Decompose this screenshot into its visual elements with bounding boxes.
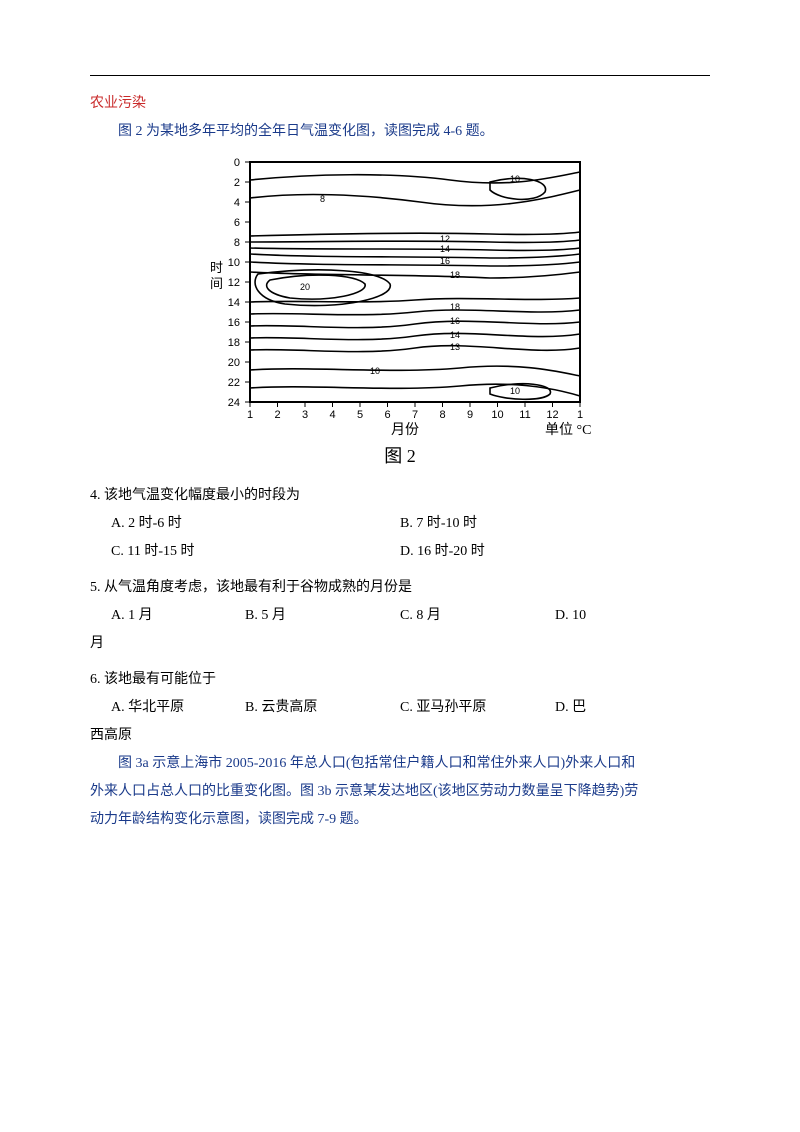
svg-text:10: 10	[370, 366, 380, 376]
q5-opt-c: C. 8 月	[400, 602, 555, 630]
figure-2-container: 0 2 4 6 8 10 12 14 16 18 20 22 24 时 间	[90, 152, 710, 472]
xtick-6: 6	[384, 409, 390, 421]
ytick-12: 12	[228, 277, 240, 289]
svg-text:16: 16	[440, 256, 450, 266]
xtick-13: 1	[577, 409, 583, 421]
q6-opt-c: C. 亚马孙平原	[400, 694, 555, 722]
xtick-3: 3	[302, 409, 308, 421]
header-rule	[90, 75, 710, 76]
svg-text:12: 12	[440, 234, 450, 244]
svg-text:10: 10	[510, 386, 520, 396]
xtick-11: 11	[519, 409, 530, 421]
x-label: 月份	[391, 422, 419, 438]
ytick-4: 4	[234, 197, 240, 209]
q5-opt-b: B. 5 月	[245, 602, 400, 630]
q4-stem: 4. 该地气温变化幅度最小的时段为	[90, 482, 710, 510]
y-label-1: 时	[210, 260, 223, 275]
xtick-8: 8	[439, 409, 445, 421]
intro-text: 图 2 为某地多年平均的全年日气温变化图，读图完成 4-6 题。	[90, 118, 710, 146]
header-text: 农业污染	[90, 90, 710, 118]
q4-opt-b: B. 7 时-10 时	[400, 510, 710, 538]
q5-opt-a: A. 1 月	[90, 602, 245, 630]
ytick-16: 16	[228, 317, 240, 329]
xtick-1: 1	[247, 409, 253, 421]
svg-text:18: 18	[450, 302, 460, 312]
svg-text:8: 8	[320, 194, 325, 204]
q6-opt-b: B. 云贵高原	[245, 694, 400, 722]
y-label-2: 间	[210, 276, 223, 291]
xtick-10: 10	[491, 409, 503, 421]
q6-opt-d-pre: D. 巴	[555, 694, 710, 722]
ytick-10: 10	[228, 257, 240, 269]
para2-line2: 外来人口占总人口的比重变化图。图 3b 示意某发达地区(该地区劳动力数量呈下降趋…	[90, 778, 710, 806]
para2-line3: 动力年龄结构变化示意图，读图完成 7-9 题。	[90, 806, 710, 834]
svg-text:14: 14	[440, 244, 450, 254]
svg-text:10: 10	[510, 174, 520, 184]
xtick-9: 9	[467, 409, 473, 421]
xtick-7: 7	[412, 409, 418, 421]
xtick-12: 12	[546, 409, 558, 421]
svg-text:16: 16	[450, 316, 460, 326]
q5-opt-d-pre: D. 10	[555, 602, 710, 630]
ytick-14: 14	[228, 297, 240, 309]
xtick-4: 4	[329, 409, 335, 421]
svg-text:14: 14	[450, 330, 460, 340]
q6-opt-a: A. 华北平原	[90, 694, 245, 722]
q5-stem: 5. 从气温角度考虑，该地最有利于谷物成熟的月份是	[90, 574, 710, 602]
unit-label: 单位 °C	[545, 422, 591, 438]
xtick-2: 2	[274, 409, 280, 421]
q4-opt-a: A. 2 时-6 时	[90, 510, 400, 538]
ytick-20: 20	[228, 357, 240, 369]
q4-opt-d: D. 16 时-20 时	[400, 538, 710, 566]
svg-text:13: 13	[450, 342, 460, 352]
svg-text:20: 20	[300, 282, 310, 292]
q6-opt-d-tail: 西高原	[90, 722, 710, 750]
svg-text:18: 18	[450, 270, 460, 280]
q4-opt-c: C. 11 时-15 时	[90, 538, 400, 566]
ytick-6: 6	[234, 217, 240, 229]
ytick-18: 18	[228, 337, 240, 349]
q6-stem: 6. 该地最有可能位于	[90, 666, 710, 694]
para2-line1: 图 3a 示意上海市 2005-2016 年总人口(包括常住户籍人口和常住外来人…	[90, 750, 710, 778]
ytick-0: 0	[234, 157, 240, 169]
ytick-2: 2	[234, 177, 240, 189]
ytick-24: 24	[228, 397, 240, 409]
figure-2-svg: 0 2 4 6 8 10 12 14 16 18 20 22 24 时 间	[190, 152, 610, 472]
figure-caption: 图 2	[384, 446, 416, 466]
q5-opt-d-tail: 月	[90, 630, 710, 658]
ytick-22: 22	[228, 377, 240, 389]
xtick-5: 5	[357, 409, 363, 421]
ytick-8: 8	[234, 237, 240, 249]
